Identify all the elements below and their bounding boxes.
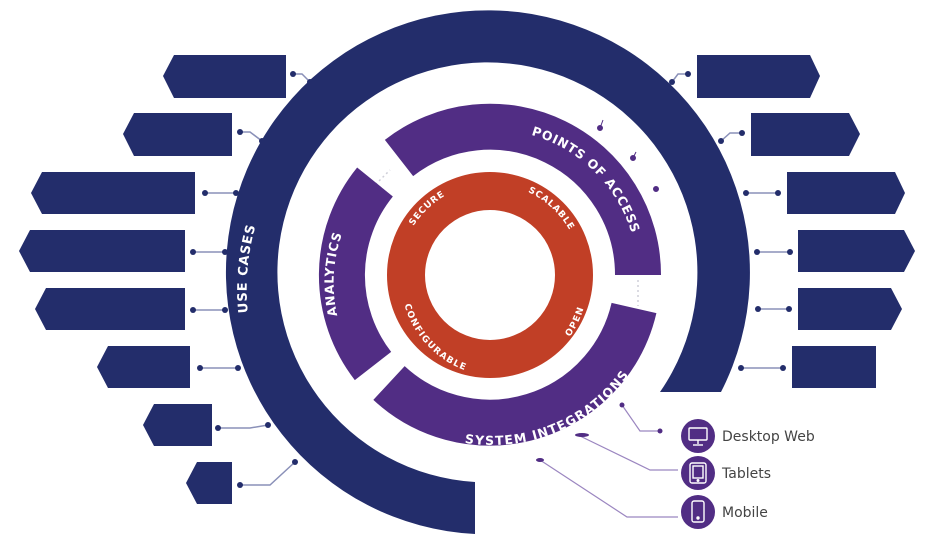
use-case-box[interactable]: [31, 172, 195, 214]
core-ring: [387, 172, 593, 378]
use-case-boxes-left: [19, 55, 286, 504]
desktop-icon: [688, 427, 708, 446]
legend-item-tablets[interactable]: Tablets: [681, 456, 771, 490]
legend-item-desktop-web[interactable]: Desktop Web: [681, 419, 815, 453]
use-case-box[interactable]: [163, 55, 286, 98]
legend-label: Tablets: [721, 466, 771, 482]
use-case-box[interactable]: [787, 172, 905, 214]
use-case-box[interactable]: [186, 462, 232, 504]
use-case-box[interactable]: [751, 113, 860, 156]
use-case-box[interactable]: [798, 288, 902, 330]
use-cases-ring[interactable]: [225, 10, 750, 534]
use-case-box[interactable]: [97, 346, 190, 388]
use-case-box[interactable]: [143, 404, 212, 446]
legend-label: Desktop Web: [722, 429, 815, 445]
tablet-icon: [689, 462, 707, 484]
legend-connectors: [539, 404, 678, 518]
system-integrations-segment[interactable]: [373, 302, 657, 446]
use-case-boxes-right: [697, 55, 915, 388]
legend-item-mobile[interactable]: Mobile: [681, 495, 768, 529]
analytics-segment[interactable]: [318, 167, 394, 381]
legend-label: Mobile: [722, 505, 768, 521]
use-case-box[interactable]: [697, 55, 820, 98]
use-case-box[interactable]: [123, 113, 232, 156]
points-of-access-segment[interactable]: [384, 103, 662, 276]
use-case-box[interactable]: [792, 346, 876, 388]
connectors: [193, 73, 790, 486]
mobile-icon: [691, 500, 705, 523]
use-case-box[interactable]: [798, 230, 915, 272]
access-dots: [597, 119, 659, 192]
connector-dots: [190, 71, 793, 488]
use-case-box[interactable]: [35, 288, 185, 330]
use-case-box[interactable]: [19, 230, 185, 272]
